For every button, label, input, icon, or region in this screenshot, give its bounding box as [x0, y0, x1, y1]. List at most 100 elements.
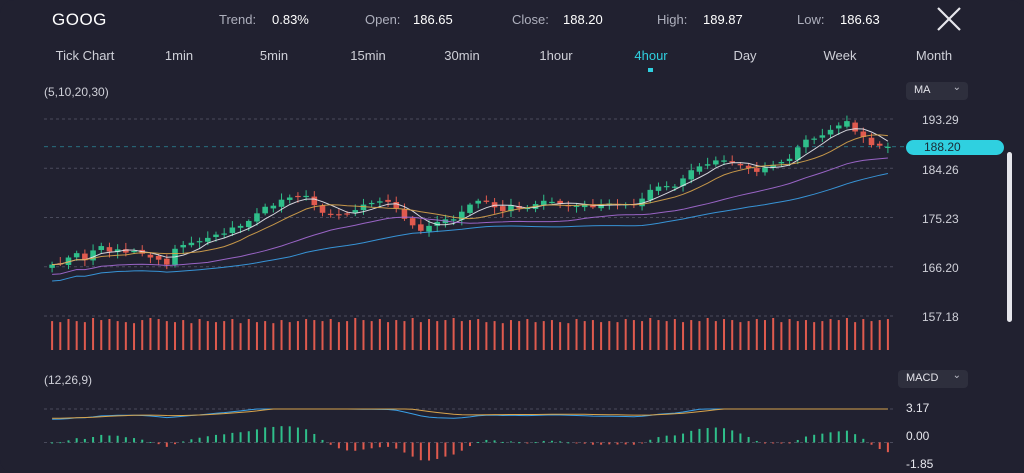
close-value: 188.20	[563, 12, 603, 27]
volume-bar	[723, 319, 726, 350]
volume-bar	[813, 322, 816, 350]
tab-1hour[interactable]: 1hour	[539, 48, 573, 63]
volume-bar	[616, 322, 619, 350]
volume-bar	[624, 319, 627, 350]
volume-bar	[272, 323, 275, 350]
candle-body	[360, 204, 367, 211]
tab-day[interactable]: Day	[733, 48, 757, 63]
tab-5min[interactable]: 5min	[259, 48, 289, 63]
macd-histogram-bar	[723, 428, 726, 443]
macd-histogram-bar	[469, 442, 471, 447]
macd-histogram-bar	[411, 442, 414, 457]
macd-histogram-bar	[174, 442, 177, 445]
macd-histogram-bar	[165, 442, 168, 447]
candle-body	[704, 164, 711, 166]
tab-1min[interactable]: 1min	[164, 48, 194, 63]
volume-bar	[739, 322, 742, 350]
macd-histogram-bar	[837, 431, 840, 443]
tab-tick-chart[interactable]: Tick Chart	[55, 48, 115, 63]
volume-bar	[878, 320, 881, 350]
volume-bar	[436, 321, 439, 350]
tab-week[interactable]: Week	[823, 48, 857, 63]
macd-histogram-bar	[657, 437, 660, 443]
candle-body	[852, 122, 858, 132]
vertical-scrollbar[interactable]	[1007, 152, 1012, 322]
volume-bar	[165, 321, 168, 350]
volume-bar	[837, 320, 840, 350]
candle-body	[696, 166, 703, 172]
volume-bar	[51, 321, 54, 350]
tab-30min[interactable]: 30min	[444, 48, 480, 63]
ma30-line	[52, 173, 889, 282]
candle-body	[82, 253, 88, 261]
macd-histogram-bar	[526, 442, 529, 444]
macd-histogram-bar	[706, 428, 709, 443]
volume-bar	[354, 318, 357, 350]
close-button[interactable]	[934, 4, 964, 34]
volume-bar	[665, 321, 668, 350]
macd-histogram-bar	[255, 429, 258, 443]
volume-bar	[231, 319, 234, 350]
volume-bar	[845, 318, 848, 350]
macd-histogram-bar	[624, 442, 627, 445]
macd-histogram-bar	[804, 436, 807, 443]
macd-histogram-bar	[763, 442, 766, 444]
candle-body	[827, 129, 834, 135]
macd-histogram-bar	[436, 442, 439, 459]
candle-body	[803, 139, 809, 148]
candle-body	[885, 146, 891, 148]
candle-body	[393, 202, 400, 209]
chevron-down-icon: ⌄	[952, 82, 961, 93]
macd-histogram-bar	[337, 442, 340, 449]
macd-histogram-bar	[862, 438, 865, 443]
macd-selector[interactable]: MACD ⌄	[898, 370, 968, 388]
candle-body	[164, 258, 170, 265]
ma-selector[interactable]: MA ⌄	[906, 82, 968, 100]
ma-selector-label: MA	[914, 84, 931, 96]
tab-month[interactable]: Month	[915, 48, 953, 63]
macd-histogram-bar	[305, 429, 308, 443]
tab-15min[interactable]: 15min	[350, 48, 386, 63]
price-axis-label: 193.29	[922, 113, 959, 127]
macd-histogram-bar	[854, 434, 857, 443]
macd-histogram-bar	[649, 439, 652, 443]
candle-body	[237, 225, 244, 228]
candle-body	[819, 135, 826, 138]
volume-bar	[92, 318, 95, 350]
candle-body	[368, 202, 375, 205]
candle-body	[483, 200, 490, 202]
candle-body	[401, 209, 408, 219]
tab-4hour[interactable]: 4hour	[634, 48, 668, 63]
volume-bar	[886, 319, 889, 350]
ma-params: (5,10,20,30)	[44, 85, 109, 99]
volume-bar	[223, 321, 226, 350]
volume-bar	[509, 320, 512, 350]
candle-body	[418, 224, 424, 231]
macd-histogram-bar	[567, 442, 570, 444]
volume-bar	[157, 319, 160, 350]
candle-body	[131, 250, 137, 253]
candle-body	[450, 219, 457, 221]
volume-bar	[411, 318, 414, 350]
candle-body	[155, 255, 162, 260]
macd-axis-label: -1.85	[906, 457, 934, 471]
candle-body	[549, 201, 555, 204]
volume-bar	[182, 320, 185, 350]
current-price-badge: 188.20	[906, 140, 1004, 155]
candle-body	[713, 160, 719, 165]
volume-bar	[600, 322, 603, 350]
candle-body	[590, 204, 596, 208]
macd-histogram-bar	[444, 442, 447, 457]
candle-body	[98, 246, 105, 251]
macd-histogram-bar	[395, 442, 398, 449]
macd-histogram-bar	[313, 433, 316, 443]
symbol-label: GOOG	[52, 10, 107, 29]
macd-histogram-bar	[731, 430, 734, 443]
volume-bar	[772, 318, 775, 350]
macd-histogram-bar	[870, 442, 873, 445]
volume-bar	[788, 319, 791, 350]
candle-body	[327, 213, 334, 215]
candle-body	[508, 205, 514, 212]
macd-histogram-bar	[346, 442, 349, 451]
candle-body	[467, 204, 473, 213]
